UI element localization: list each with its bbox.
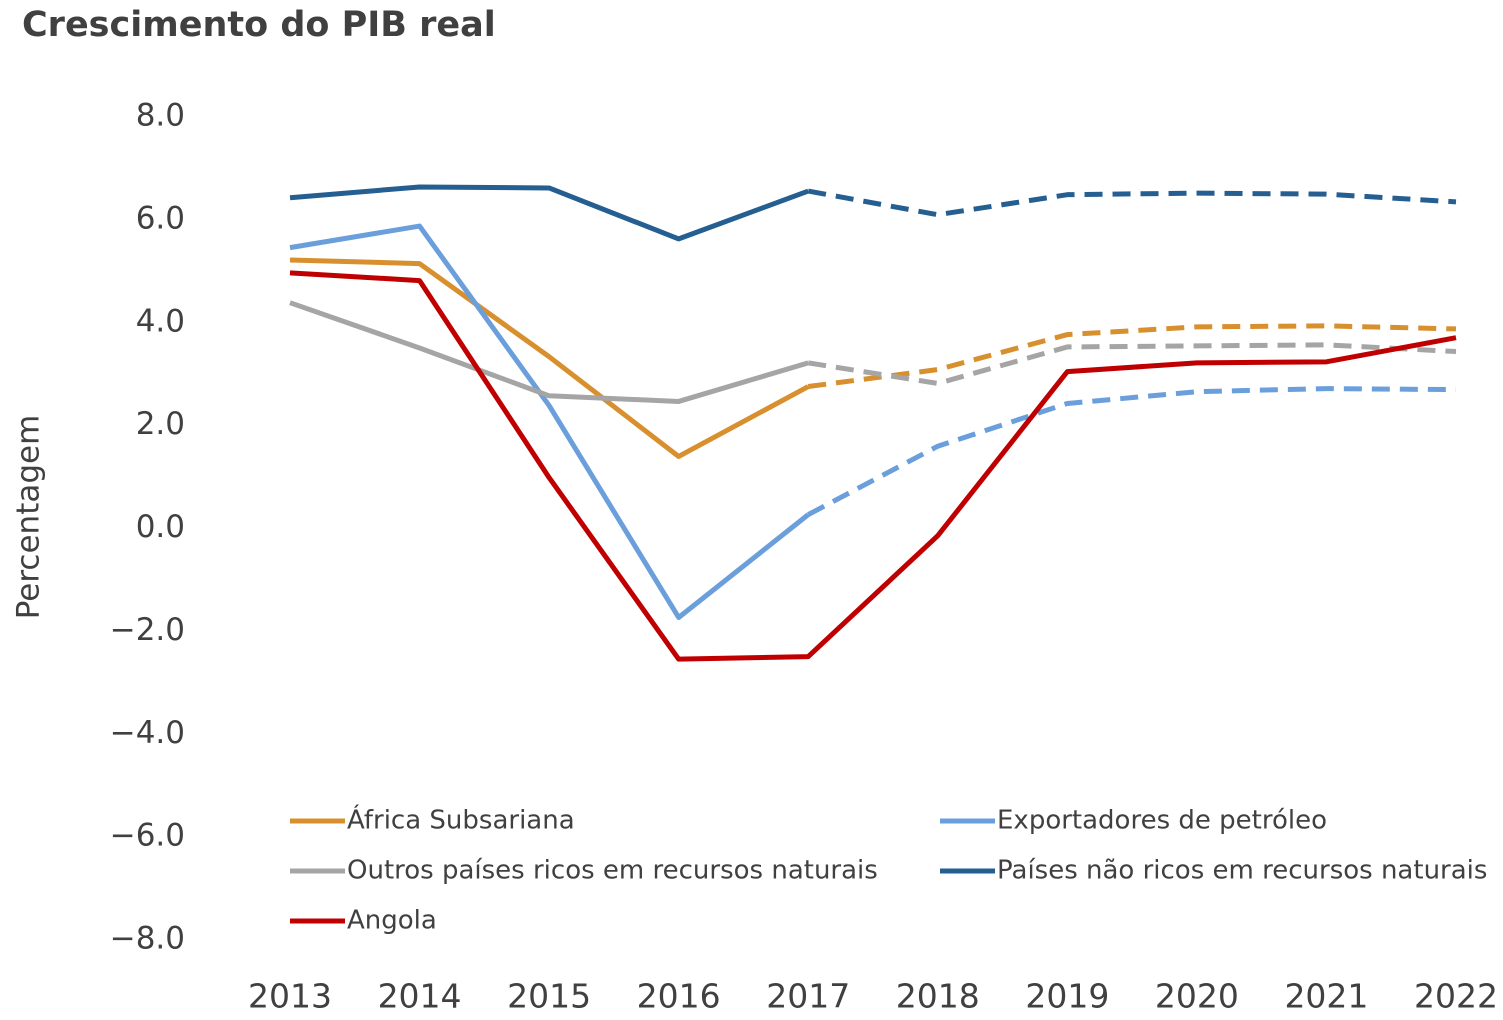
x-tick-label: 2021 bbox=[1284, 977, 1368, 1016]
series-line bbox=[289, 223, 810, 620]
series-line bbox=[289, 184, 810, 242]
legend-label: Países não ricos em recursos naturais bbox=[997, 856, 1487, 886]
series-line bbox=[289, 270, 1457, 662]
x-tick-label: 2017 bbox=[766, 977, 850, 1016]
x-tick-label: 2014 bbox=[378, 977, 462, 1016]
x-tick-label: 2019 bbox=[1025, 977, 1109, 1016]
x-tick-label: 2013 bbox=[248, 977, 332, 1016]
y-tick-label: 4.0 bbox=[136, 303, 185, 339]
chart-title: Crescimento do PIB real bbox=[22, 5, 496, 45]
legend-label: Outros países ricos em recursos naturais bbox=[347, 856, 878, 886]
x-tick-label: 2018 bbox=[896, 977, 980, 1016]
y-tick-label: 6.0 bbox=[136, 200, 185, 236]
y-tick-label: 2.0 bbox=[136, 406, 185, 442]
x-tick-label: 2020 bbox=[1155, 977, 1239, 1016]
x-tick-label: 2016 bbox=[637, 977, 721, 1016]
y-tick-label: −6.0 bbox=[110, 818, 185, 854]
x-tick-label: 2022 bbox=[1414, 977, 1498, 1016]
projection-line bbox=[807, 386, 1457, 517]
series-line bbox=[289, 257, 810, 459]
projection-line bbox=[807, 342, 1457, 386]
y-tick-label: −8.0 bbox=[110, 921, 185, 957]
y-tick-label: 0.0 bbox=[136, 509, 185, 545]
projection-line bbox=[807, 188, 1457, 218]
y-axis-label: Percentagem bbox=[11, 415, 47, 620]
projection-line bbox=[807, 323, 1457, 390]
series-line bbox=[289, 300, 809, 404]
legend-label: África Subsariana bbox=[347, 804, 575, 836]
y-tick-label: 8.0 bbox=[136, 98, 185, 134]
y-tick-label: −4.0 bbox=[110, 715, 185, 751]
y-tick-label: −2.0 bbox=[110, 612, 185, 648]
legend-label: Angola bbox=[347, 906, 437, 936]
x-tick-label: 2015 bbox=[507, 977, 591, 1016]
legend-label: Exportadores de petróleo bbox=[997, 806, 1327, 836]
